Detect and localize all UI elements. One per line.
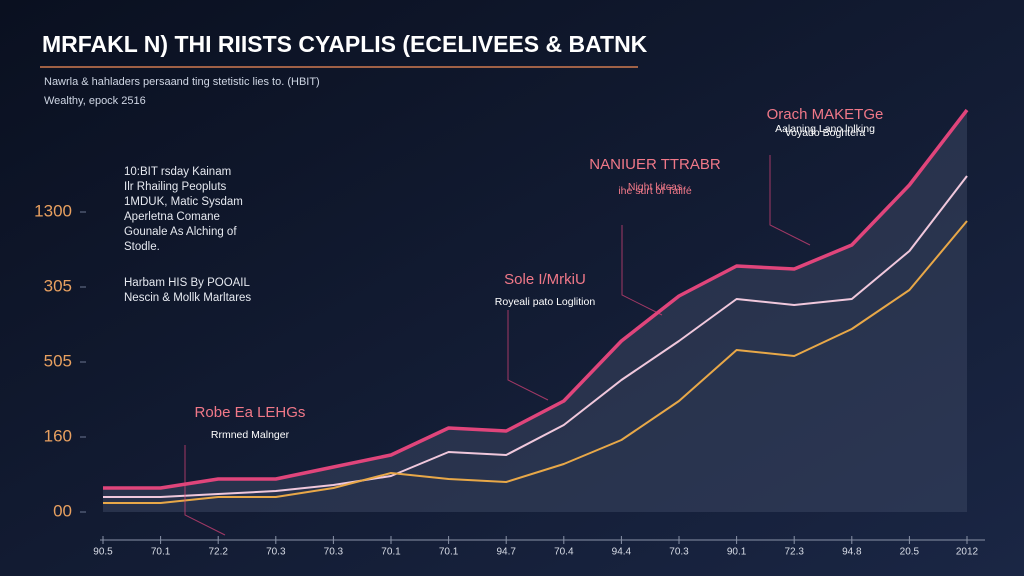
subtitle: Nawrla & hahladers persaand ting stetist… bbox=[44, 76, 320, 88]
annotation-text: ihe surt of Talifé bbox=[618, 185, 692, 197]
annotation-title: NANIUER TTRABR bbox=[589, 156, 721, 173]
y-tick-label: 305 bbox=[44, 276, 72, 295]
note-text: Nescin & Mollk Marltares bbox=[124, 292, 251, 304]
annotation-title: Sole I/MrkiU bbox=[504, 271, 586, 288]
area bbox=[103, 110, 967, 512]
y-tick-label: 1300 bbox=[34, 201, 72, 220]
series-line bbox=[103, 108, 969, 490]
annotation-leader bbox=[184, 445, 226, 536]
x-tick-label: 70.3 bbox=[669, 547, 689, 558]
annotation-text: Night kitcas bbox=[628, 181, 682, 193]
y-tick-label: 160 bbox=[44, 426, 72, 445]
annotation-text: Royeali pato Loglition bbox=[495, 296, 596, 308]
x-tick-label: 2012 bbox=[956, 547, 979, 558]
x-tick-label: 70.3 bbox=[324, 547, 344, 558]
x-tick-label: 90.1 bbox=[727, 547, 747, 558]
x-tick-label: 90.5 bbox=[93, 547, 113, 558]
note-text: 10:BIT rsday Kainam bbox=[124, 166, 231, 178]
chart-title: MRFAKL N) THI RIISTS CYAPLIS (ECELIVEES … bbox=[42, 31, 648, 57]
x-tick-label: 72.2 bbox=[208, 547, 228, 558]
subtitle: Wealthy, epock 2516 bbox=[44, 95, 146, 107]
annotation-text: Rrmned Malnger bbox=[211, 429, 290, 441]
annotation-text: Voyado Boghtera bbox=[785, 127, 866, 139]
x-tick-label: 20.5 bbox=[900, 547, 920, 558]
x-tick-label: 72.3 bbox=[784, 547, 804, 558]
x-tick-label: 70.1 bbox=[439, 547, 459, 558]
annotation-leader bbox=[769, 155, 811, 246]
annotation-title: Robe Ea LEHGs bbox=[195, 404, 306, 421]
x-tick-label: 94.8 bbox=[842, 547, 862, 558]
x-tick-label: 70.1 bbox=[381, 547, 401, 558]
series-line bbox=[103, 220, 968, 504]
annotation-leader bbox=[621, 225, 663, 316]
note-text: Gounale As Alching of bbox=[124, 226, 237, 238]
x-tick-label: 70.1 bbox=[151, 547, 171, 558]
annotation-text: Aalaning Lano lnlking bbox=[775, 123, 875, 135]
y-tick-label: 00 bbox=[53, 501, 72, 520]
note-text: Ilr Rhailing Peopluts bbox=[124, 181, 227, 193]
x-tick-label: 70.3 bbox=[266, 547, 286, 558]
annotation-leader bbox=[507, 310, 549, 401]
series-line bbox=[103, 175, 968, 498]
annotation-title: Orach MAKETGe bbox=[767, 106, 884, 123]
note-text: 1MDUK, Matic Sysdam bbox=[124, 196, 243, 208]
x-tick-label: 94.7 bbox=[496, 547, 516, 558]
note-text: Harbam HIS By POOAIL bbox=[124, 277, 251, 289]
note-text: Stodle. bbox=[124, 241, 160, 253]
x-tick-label: 94.4 bbox=[612, 547, 632, 558]
x-tick-label: 70.4 bbox=[554, 547, 574, 558]
note-text: Aperletna Comane bbox=[124, 211, 220, 223]
y-tick-label: 505 bbox=[44, 351, 72, 370]
